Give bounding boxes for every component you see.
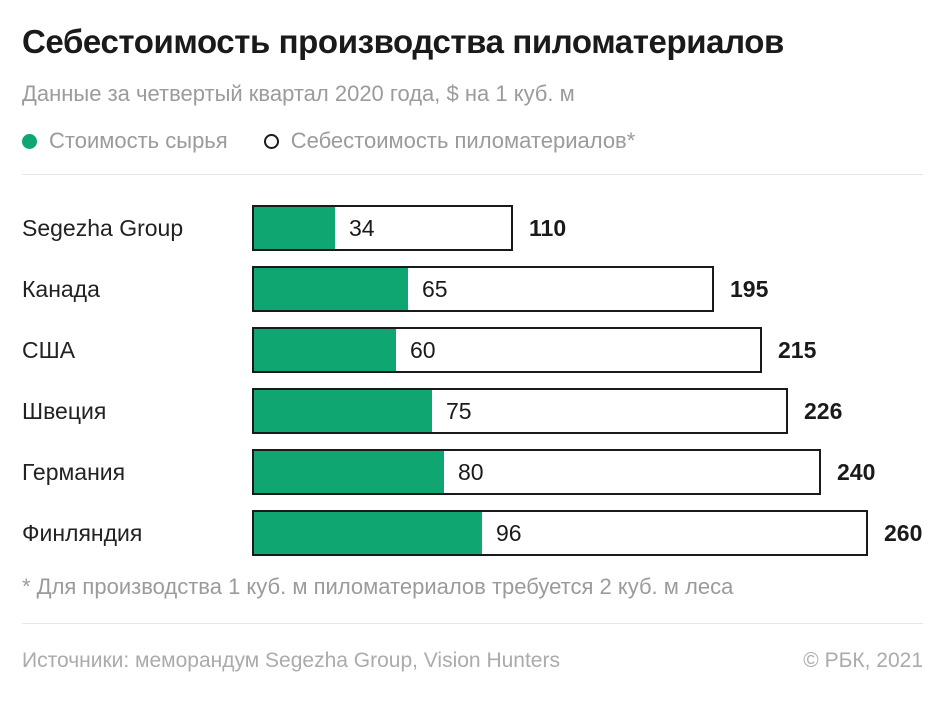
top-divider bbox=[22, 174, 923, 176]
country-label: Канада bbox=[22, 275, 100, 302]
bar-track: 80 240 bbox=[252, 449, 876, 496]
bar-track: 96 260 bbox=[252, 510, 923, 557]
sources-text: Источники: меморандум Segezha Group, Vis… bbox=[22, 649, 560, 673]
open-circle-icon bbox=[263, 133, 279, 149]
bar-track: 60 215 bbox=[252, 327, 817, 374]
raw-value-label: 75 bbox=[446, 397, 472, 424]
legend-item-raw-materials: Стоимость сырья bbox=[22, 128, 228, 154]
country-label: Финляндия bbox=[22, 519, 143, 546]
raw-segment bbox=[254, 512, 482, 555]
cost-bar: 34 bbox=[252, 205, 513, 252]
raw-segment bbox=[254, 207, 335, 250]
total-value-label: 240 bbox=[837, 458, 876, 485]
chart-row: Канада 65 195 bbox=[22, 266, 923, 313]
footnote: * Для производства 1 куб. м пиломатериал… bbox=[22, 574, 734, 600]
legend-raw-materials-label: Стоимость сырья bbox=[49, 128, 228, 154]
chart-row: США 60 215 bbox=[22, 327, 923, 374]
raw-segment bbox=[254, 451, 444, 494]
total-value-label: 215 bbox=[778, 336, 817, 363]
chart-row: Швеция 75 226 bbox=[22, 388, 923, 435]
cost-bar: 60 bbox=[252, 327, 762, 374]
bar-track: 75 226 bbox=[252, 388, 843, 435]
legend-lumber-cost-label: Себестоимость пиломатериалов* bbox=[290, 128, 636, 154]
chart-row: Segezha Group 34 110 bbox=[22, 205, 923, 252]
raw-segment bbox=[254, 268, 408, 311]
raw-value-label: 96 bbox=[496, 519, 522, 546]
cost-bar: 75 bbox=[252, 388, 788, 435]
country-label: Германия bbox=[22, 458, 126, 485]
page-title: Себестоимость производства пиломатериало… bbox=[22, 23, 784, 60]
chart-row: Германия 80 240 bbox=[22, 449, 923, 496]
total-value-label: 195 bbox=[730, 275, 769, 302]
raw-value-label: 65 bbox=[422, 275, 448, 302]
raw-segment bbox=[254, 390, 432, 433]
raw-value-label: 60 bbox=[410, 336, 436, 363]
chart-legend: Стоимость сырья Себестоимость пиломатери… bbox=[22, 128, 923, 154]
total-value-label: 226 bbox=[804, 397, 843, 424]
bottom-divider bbox=[22, 623, 923, 625]
country-label: Segezha Group bbox=[22, 214, 184, 241]
legend-item-lumber-cost: Себестоимость пиломатериалов* bbox=[263, 128, 636, 154]
footer: Источники: меморандум Segezha Group, Vis… bbox=[22, 649, 923, 673]
copyright-text: © РБК, 2021 bbox=[803, 649, 923, 673]
chart-row: Финляндия 96 260 bbox=[22, 510, 923, 557]
raw-value-label: 34 bbox=[349, 214, 375, 241]
country-label: Швеция bbox=[22, 397, 107, 424]
cost-bar: 96 bbox=[252, 510, 868, 557]
bar-track: 34 110 bbox=[252, 205, 567, 252]
bar-track: 65 195 bbox=[252, 266, 769, 313]
country-label: США bbox=[22, 336, 76, 363]
chart-rows: Segezha Group 34 110 Канада 65 195 США 6… bbox=[22, 205, 923, 557]
total-value-label: 110 bbox=[529, 214, 567, 241]
raw-value-label: 80 bbox=[458, 458, 484, 485]
bar-chart: Segezha Group 34 110 Канада 65 195 США 6… bbox=[22, 205, 923, 557]
raw-segment bbox=[254, 329, 396, 372]
cost-bar: 80 bbox=[252, 449, 821, 496]
cost-bar: 65 bbox=[252, 266, 714, 313]
filled-green-dot-icon bbox=[22, 133, 37, 149]
page-subtitle: Данные за четвертый квартал 2020 года, $… bbox=[22, 81, 575, 107]
total-value-label: 260 bbox=[884, 519, 923, 546]
